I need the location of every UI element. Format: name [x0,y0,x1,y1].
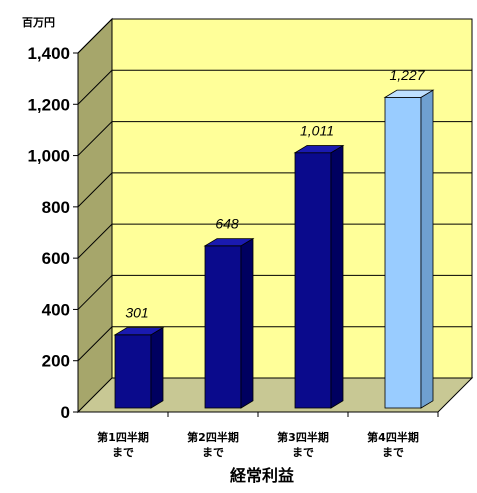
x-category-label: まで [112,446,134,459]
y-tick-label: 1,200 [27,95,70,114]
data-label: 1,011 [300,123,334,139]
x-category-label: 第4四半期 [367,430,419,444]
x-category-label: まで [292,446,314,459]
x-category-label: 第1四半期 [97,430,149,444]
bar-front [205,246,241,408]
y-tick-label: 200 [42,352,70,371]
y-axis-ticks: 0 200 400 600 800 1,000 1,200 1,400 [27,44,78,422]
bar-side [241,239,253,408]
data-label: 301 [125,305,148,321]
x-category-label: 第2四半期 [187,430,239,444]
y-tick-label: 600 [42,249,70,268]
side-wall [78,19,112,412]
bar-front [295,153,331,408]
y-tick-label: 800 [42,198,70,217]
x-category-label: まで [202,446,224,459]
data-label: 648 [215,216,239,232]
y-tick-label: 400 [42,300,70,319]
bar-front [385,97,421,408]
x-axis-title: 経常利益 [230,466,294,485]
y-tick-label: 0 [61,403,70,422]
bar-front [115,335,151,408]
bar-side [151,328,163,408]
x-category-label: 第3四半期 [277,430,329,444]
x-category-label: まで [382,446,404,459]
data-label: 1,227 [389,67,425,83]
bar-side [421,90,433,408]
y-tick-label: 1,400 [27,44,70,63]
y-tick-label: 1,000 [27,147,70,166]
y-axis-unit: 百万円 [22,16,55,29]
bar-side [331,146,343,408]
